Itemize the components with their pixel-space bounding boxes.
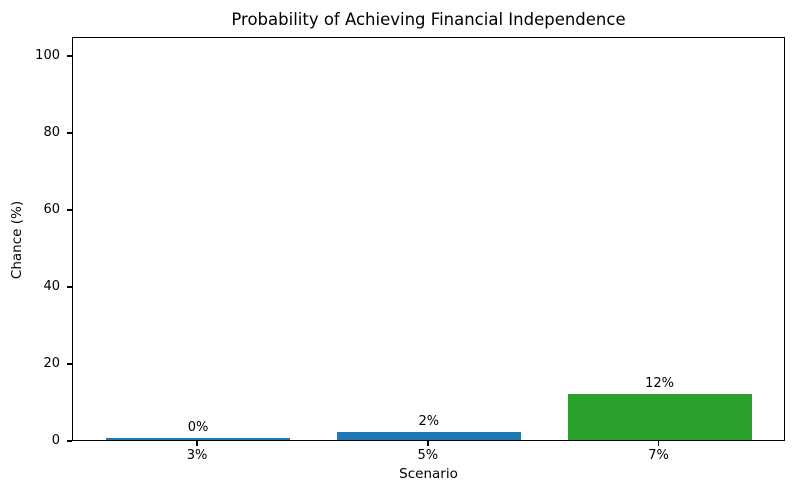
x-tick-label: 5% xyxy=(417,448,439,463)
y-tick-mark xyxy=(67,440,72,442)
x-tick-mark xyxy=(427,441,429,446)
bar-value-label: 0% xyxy=(187,420,209,435)
y-tick-mark xyxy=(67,55,72,57)
x-axis-label: Scenario xyxy=(399,466,458,482)
x-tick-mark xyxy=(196,441,198,446)
y-tick-label: 60 xyxy=(43,202,60,218)
bar xyxy=(567,393,752,440)
y-tick-label: 100 xyxy=(35,48,60,64)
y-axis-label: Chance (%) xyxy=(9,200,25,280)
y-tick-mark xyxy=(67,132,72,134)
x-tick-label: 3% xyxy=(186,448,208,463)
x-tick-mark xyxy=(657,441,660,446)
bar xyxy=(106,438,290,440)
y-tick-mark xyxy=(67,286,72,288)
bar-value-label: 2% xyxy=(418,414,440,430)
bar-value-label: 12% xyxy=(645,375,675,391)
chart-title: Probability of Achieving Financial Indep… xyxy=(231,10,626,29)
y-tick-label: 80 xyxy=(43,125,60,141)
y-tick-label: 20 xyxy=(43,356,60,372)
y-tick-mark xyxy=(67,363,72,365)
bar xyxy=(336,432,521,440)
plot-area: 0% 2% 12% xyxy=(72,37,785,441)
y-tick-label: 40 xyxy=(43,279,60,295)
y-tick-label: 0 xyxy=(51,433,60,448)
x-tick-label: 7% xyxy=(648,448,669,463)
y-tick-mark xyxy=(67,209,72,211)
